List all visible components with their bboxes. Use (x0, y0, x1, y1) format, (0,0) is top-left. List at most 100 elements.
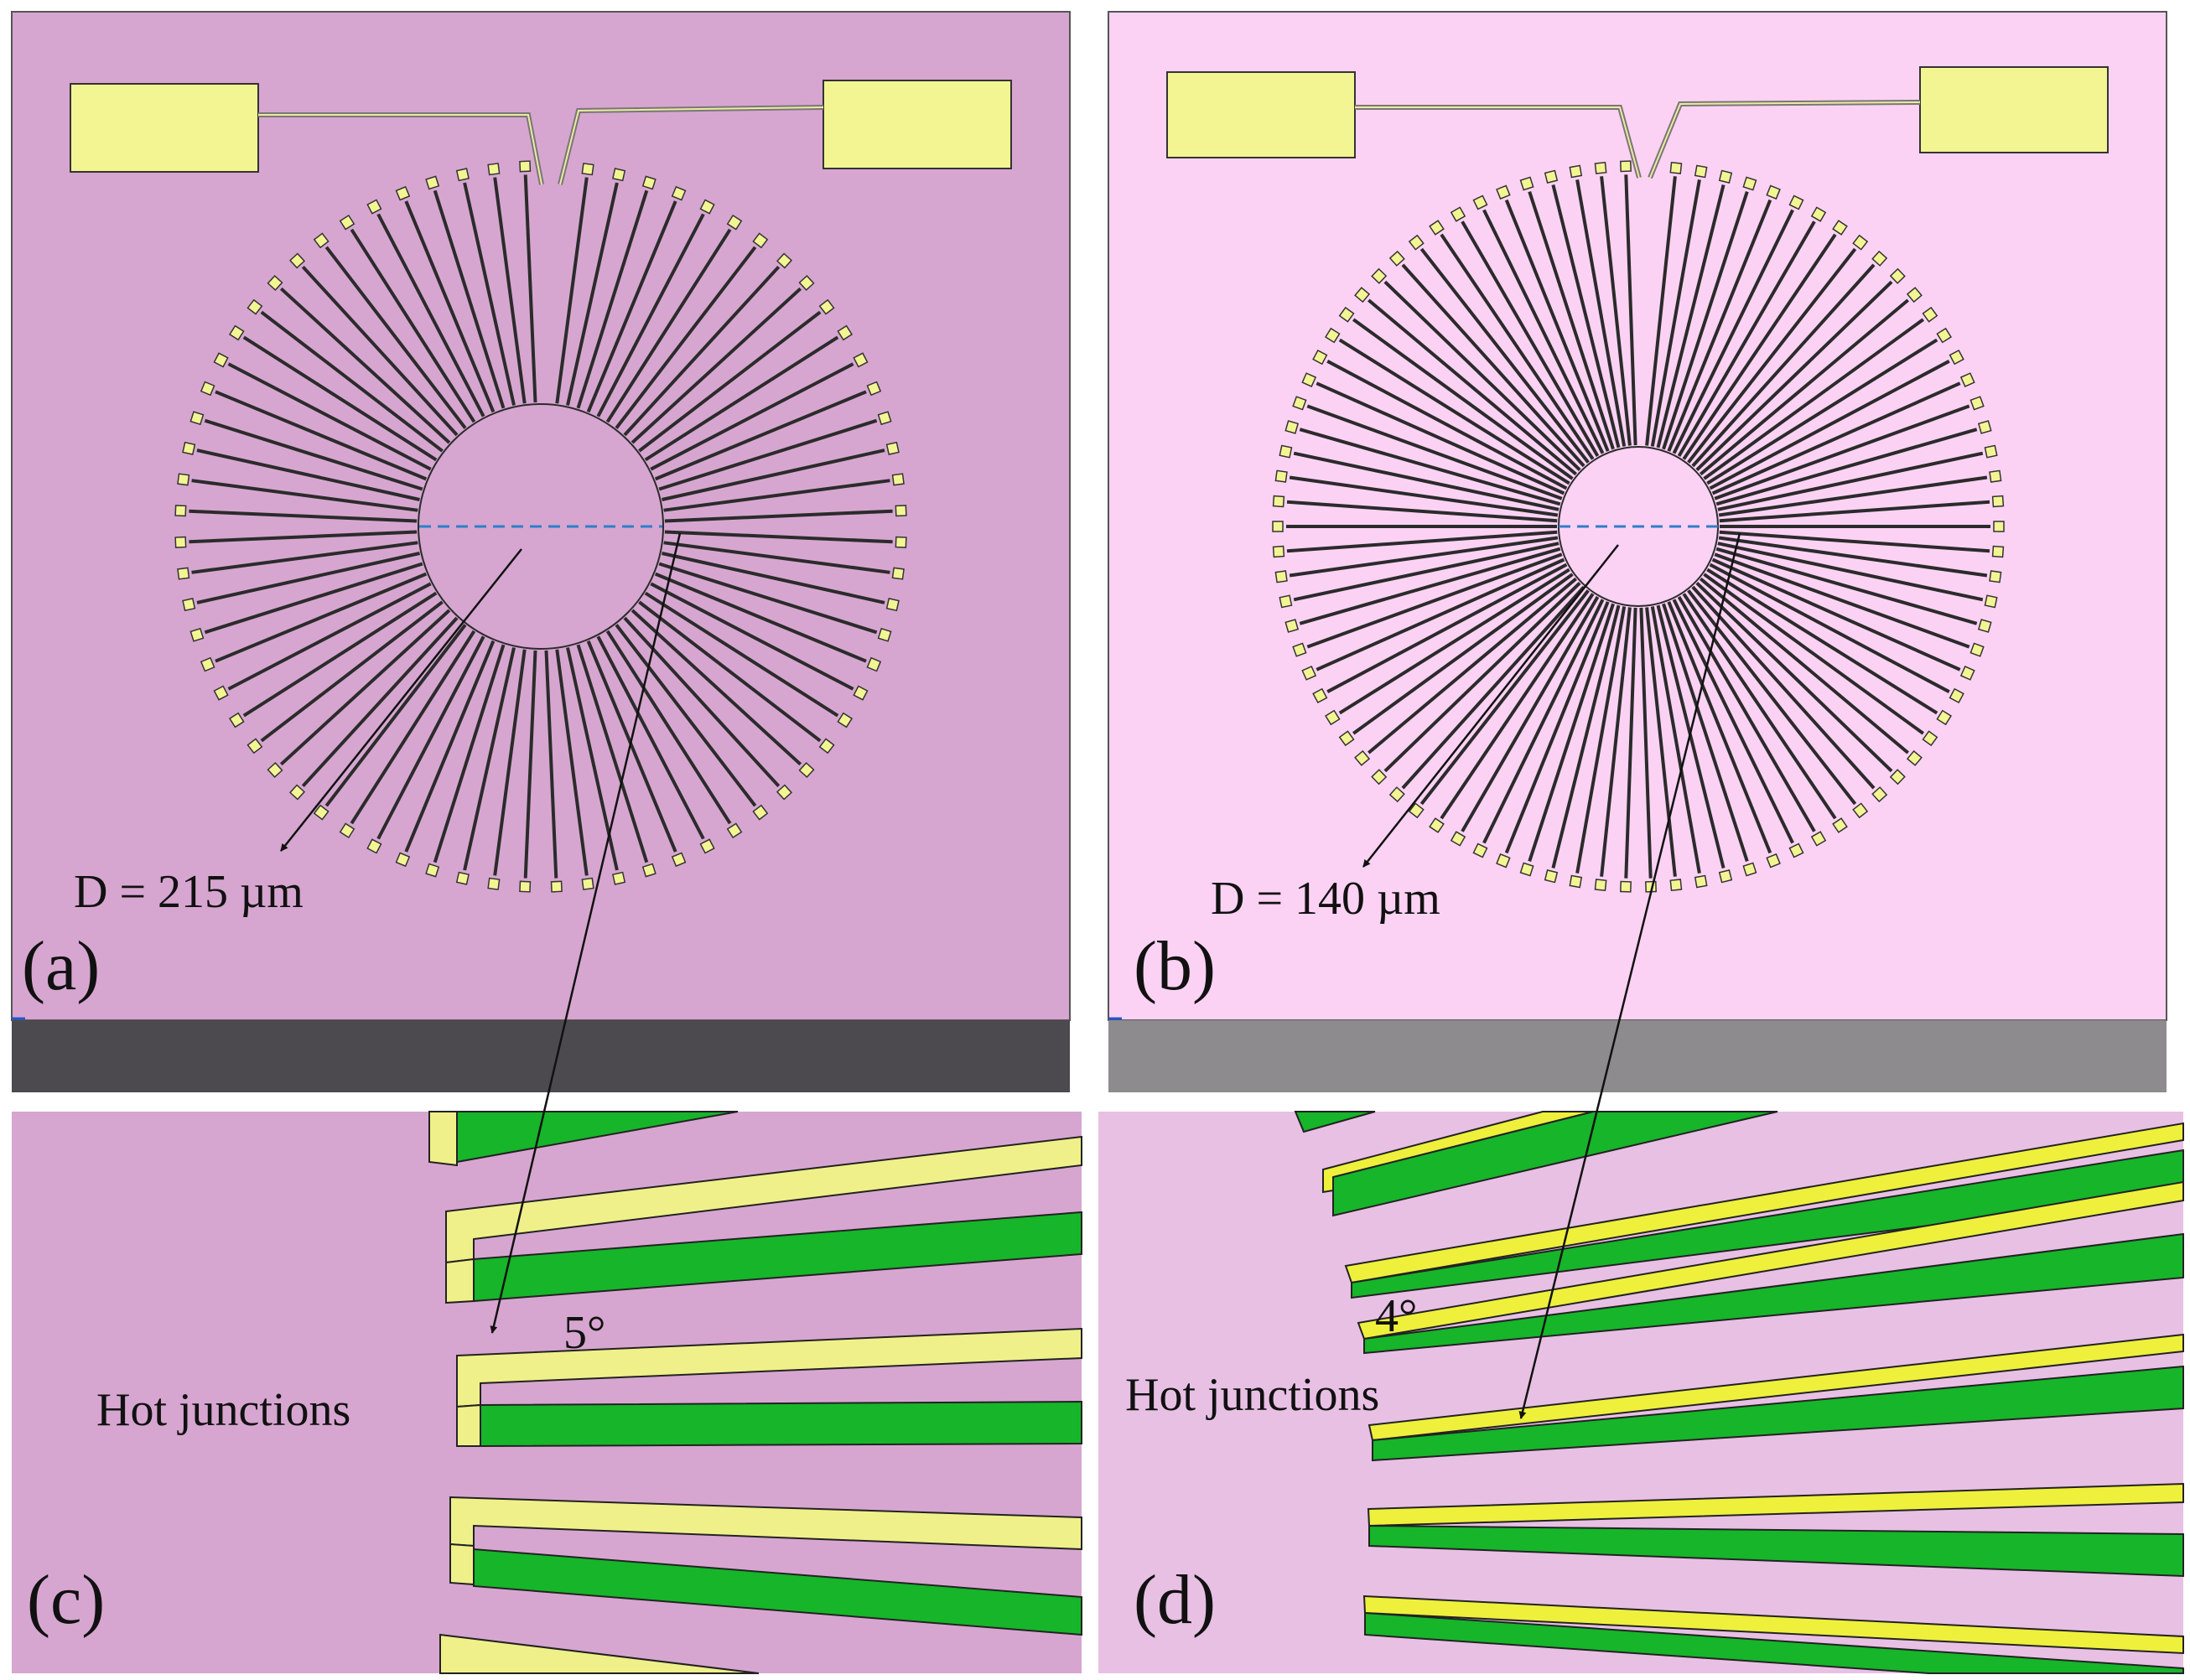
thermocouple-finger (586, 200, 677, 413)
thermocouple-finger (1293, 451, 1559, 511)
cold-junction-pad (1338, 306, 1355, 323)
green-strip (1368, 1524, 2184, 1578)
panel-label-c: (c) (27, 1561, 105, 1639)
cold-junction-pad (671, 852, 687, 868)
thermocouple-finger (196, 449, 420, 501)
green-strip (473, 1211, 1082, 1303)
cold-junction-pad (699, 199, 715, 215)
cold-junction-pad (1429, 220, 1445, 236)
thermocouple-finger (1461, 220, 1600, 458)
thermocouple-finger (1600, 607, 1632, 877)
thermocouple-finger (1662, 190, 1749, 450)
thermocouple-finger (404, 200, 496, 413)
thermocouple-finger (1700, 298, 1909, 476)
panel-a: D = 215 µm (a) (11, 11, 1071, 1092)
thermocouple-finger (1700, 577, 1909, 754)
finger-c-5 (439, 1633, 760, 1674)
thermocouple-finger (260, 600, 444, 743)
thermocouple-finger (493, 649, 527, 876)
thermocouple-finger (324, 624, 467, 807)
thermopile-ring-a (174, 160, 907, 893)
thermocouple-finger (260, 310, 444, 453)
cold-junction-pad (1991, 495, 2005, 508)
finger-c-1 (428, 1111, 739, 1167)
thermocouple-finger (1338, 338, 1570, 485)
cold-junction-pad (1279, 444, 1293, 459)
cold-junction-pad (550, 880, 563, 893)
thermocouple-finger (189, 530, 418, 544)
cold-junction-pad (885, 441, 900, 455)
thermocouple-finger (1440, 233, 1595, 460)
cold-junction-pad (1742, 862, 1757, 877)
dimension-label-b: D = 140 µm (1211, 873, 1440, 925)
cold-junction-pad (776, 252, 793, 269)
cold-junction-pad (1889, 769, 1906, 786)
thermocouple-finger (638, 310, 822, 453)
thermocouple-finger (576, 644, 649, 863)
cold-junction-pad (1292, 642, 1307, 657)
thermocouple-finger (376, 213, 485, 417)
cold-junction-pad (1871, 786, 1888, 803)
panel-label-d: (d) (1134, 1561, 1216, 1639)
cold-junction-pad (581, 163, 594, 176)
angle-label-d: 4° (1375, 1290, 1417, 1342)
cold-junction-pad (395, 852, 411, 868)
cold-junction-pad (1272, 495, 1285, 508)
cold-junction-pad (1989, 469, 2002, 483)
cold-junction-pad (798, 761, 815, 779)
thermocouple-finger (1717, 542, 1984, 602)
thermocouple-finger (1645, 176, 1677, 446)
thermocouple-finger (1709, 360, 1950, 490)
thermocouple-finger (1677, 220, 1816, 458)
thermocouple-finger (350, 228, 476, 423)
thermocouple-finger (586, 640, 677, 853)
thermocouple-finger (1624, 174, 1637, 446)
thermocouple-finger (279, 609, 451, 766)
cold-junction-pad (455, 871, 470, 885)
cold-junction-pad (581, 877, 594, 890)
cold-junction-pad (519, 880, 532, 893)
thermocouple-finger (1289, 536, 1559, 578)
lead-right-a-inner (559, 106, 824, 185)
cold-junction-pad (1544, 169, 1559, 184)
thermocouple-finger (664, 530, 893, 544)
thermocouple-finger (1600, 176, 1632, 446)
thermocouple-finger (1286, 530, 1558, 553)
thermocouple-finger (1715, 547, 1978, 625)
cold-junction-pad (641, 175, 656, 190)
cold-junction-pad (1301, 665, 1317, 681)
cold-junction-pad (200, 381, 215, 397)
cold-junction-pad (752, 232, 769, 249)
thermocouple-finger (1316, 381, 1565, 495)
cold-junction-pad (1871, 250, 1888, 267)
cold-junction-pad (1922, 730, 1938, 747)
cold-junction-pad (228, 324, 245, 341)
thermocouple-finger (324, 246, 467, 429)
cold-junction-pad (1354, 287, 1371, 303)
cold-junction-pad (891, 473, 905, 486)
yellow-tip (456, 1403, 481, 1447)
thermocouple-finger (631, 287, 802, 444)
thermocouple-finger (654, 390, 867, 481)
panel-b: D = 140 µm (b) (1108, 11, 2167, 1092)
finger-d-6 (1362, 1594, 2184, 1674)
thermocouple-finger (1352, 573, 1574, 735)
cold-junction-pad (1852, 234, 1869, 251)
cold-junction-pad (1594, 879, 1607, 892)
thermocouple-finger (463, 647, 516, 871)
yellow-strip (1367, 1333, 2184, 1442)
cold-junction-pad (425, 863, 440, 878)
thermocouple-finger (664, 509, 893, 523)
cold-junction-pad (1519, 862, 1534, 877)
thermocouple-finger (1672, 599, 1794, 844)
thermocouple-finger (215, 572, 428, 663)
thermocouple-finger (189, 509, 418, 523)
thermocouple-finger (1419, 247, 1590, 464)
thermocouple-finger (1682, 233, 1837, 460)
dimension-arrow-a (280, 548, 522, 852)
cold-junction-pad (885, 598, 900, 612)
thermocouple-finger (1482, 599, 1605, 844)
thermocouple-finger (1706, 568, 1938, 715)
cold-junction-pad (366, 199, 382, 215)
